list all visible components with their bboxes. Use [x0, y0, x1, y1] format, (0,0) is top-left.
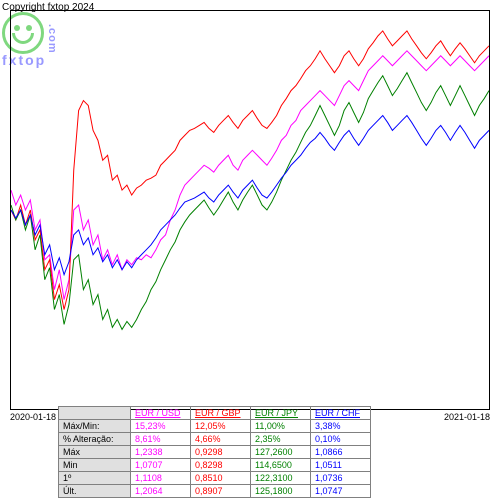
table-row: Máx1,23380,9298127,26001,0866 [59, 446, 371, 459]
table-column-header[interactable]: EUR / CHF [311, 407, 371, 420]
series-line [11, 51, 489, 300]
table-cell: 1,0747 [311, 485, 371, 498]
table-header-row: EUR / USDEUR / GBPEUR / JPYEUR / CHF [59, 407, 371, 420]
table-row: Min1,07070,8298114,65001,0511 [59, 459, 371, 472]
table-cell: 0,8298 [191, 459, 251, 472]
table-cell: 3,38% [311, 420, 371, 433]
table-row-label: % Alteração: [59, 433, 131, 446]
table-cell: 122,3100 [251, 472, 311, 485]
chart-lines [11, 11, 489, 409]
table-row-label: Máx [59, 446, 131, 459]
table-cell: 1,2338 [131, 446, 191, 459]
table-column-header[interactable]: EUR / JPY [251, 407, 311, 420]
series-line [11, 115, 489, 274]
table-cell: 0,8907 [191, 485, 251, 498]
table-cell: 1,0736 [311, 472, 371, 485]
table-cell: 4,66% [191, 433, 251, 446]
series-line [11, 31, 489, 310]
table-column-header[interactable]: EUR / USD [131, 407, 191, 420]
table-cell: 114,6500 [251, 459, 311, 472]
table-cell: 0,9298 [191, 446, 251, 459]
table-cell: 15,23% [131, 420, 191, 433]
x-axis-start-label: 2020-01-18 [10, 412, 56, 422]
table-cell: 1,0707 [131, 459, 191, 472]
table-corner-cell [59, 407, 131, 420]
table-row-label: Últ. [59, 485, 131, 498]
table-cell: 1,0511 [311, 459, 371, 472]
currency-data-table: EUR / USDEUR / GBPEUR / JPYEUR / CHFMáx/… [58, 406, 371, 498]
table-column-header[interactable]: EUR / GBP [191, 407, 251, 420]
table-row-label: Min [59, 459, 131, 472]
table-cell: 0,10% [311, 433, 371, 446]
table-cell: 1,1108 [131, 472, 191, 485]
table-cell: 12,05% [191, 420, 251, 433]
table-cell: 11,00% [251, 420, 311, 433]
table-cell: 127,2600 [251, 446, 311, 459]
x-axis-end-label: 2021-01-18 [444, 412, 490, 422]
table-row: % Alteração:8,61%4,66%2,35%0,10% [59, 433, 371, 446]
currency-chart [10, 10, 490, 410]
table-cell: 0,8510 [191, 472, 251, 485]
table-cell: 125,1800 [251, 485, 311, 498]
table-cell: 2,35% [251, 433, 311, 446]
table-cell: 8,61% [131, 433, 191, 446]
series-line [11, 73, 489, 330]
table-cell: 1,2064 [131, 485, 191, 498]
table-row: Últ.1,20640,8907125,18001,0747 [59, 485, 371, 498]
table-row: 1º1,11080,8510122,31001,0736 [59, 472, 371, 485]
table-row: Máx/Min:15,23%12,05%11,00%3,38% [59, 420, 371, 433]
table-row-label: Máx/Min: [59, 420, 131, 433]
table-cell: 1,0866 [311, 446, 371, 459]
table-row-label: 1º [59, 472, 131, 485]
